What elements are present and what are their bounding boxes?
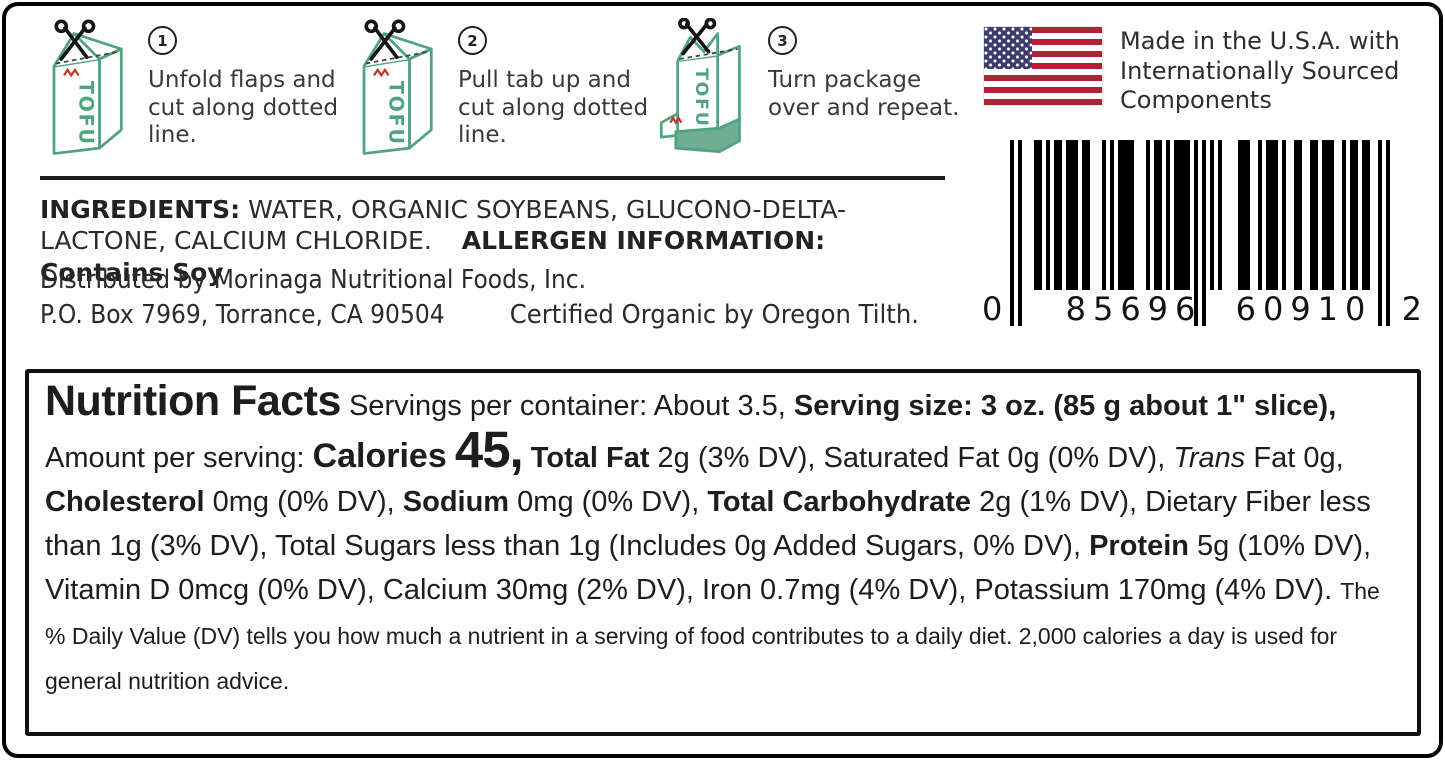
flag-canton (984, 27, 1032, 69)
barcode-digit-right: 2 (1401, 290, 1422, 328)
servings-per-container: Servings per container: About 3.5, (348, 390, 786, 422)
origin-note: Made in the U.S.A. with Internationally … (1120, 27, 1400, 115)
nutrition-facts-box: Nutrition Facts Servings per container: … (25, 369, 1421, 736)
total-fat-value: 2g (3% DV), Saturated Fat 0g (0% DV), (657, 442, 1166, 474)
upc-barcode: 0 85696 60910 2 (982, 140, 1422, 335)
trans-fat-word: Trans (1173, 442, 1246, 474)
daily-value-note: The % Daily Value (DV) tells you how muc… (45, 578, 1380, 694)
step-number-badge: 2 (458, 26, 487, 55)
step-number-badge: 1 (148, 26, 177, 55)
origin-section: Made in the U.S.A. with Internationally … (983, 26, 1420, 116)
protein-value: 5g (10% DV), Vitamin D 0mcg (0% DV), Cal… (45, 530, 1372, 606)
calories-value: 45, (454, 421, 524, 478)
protein-label: Protein (1089, 530, 1189, 562)
amount-per-serving-label: Amount per serving: (45, 442, 305, 474)
instructions-divider-line (40, 176, 945, 180)
svg-text:TOFU: TOFU (384, 81, 407, 146)
cholesterol-value: 0mg (0% DV), (212, 486, 395, 518)
nutrition-facts-title: Nutrition Facts (45, 377, 341, 425)
total-carbohydrate-label: Total Carbohydrate (707, 486, 972, 518)
allergen-info: ALLERGEN INFORMATION: Contains Soy (40, 226, 826, 287)
barcode-digits-group1: 85696 (1065, 290, 1203, 328)
nutrition-facts-paragraph: Nutrition Facts Servings per container: … (45, 379, 1401, 703)
tofu-carton-scissors-icon: TOFU (34, 18, 134, 160)
organic-certification: Certified Organic by Oregon Tilth. (509, 299, 919, 330)
serving-size: Serving size: 3 oz. (85 g about 1" slice… (793, 390, 1337, 422)
ingredients-list: WATER, ORGANIC SOYBEANS, GLUCONO-DELTA-L… (40, 195, 846, 256)
step-text: Turn package over and repeat. (768, 67, 960, 121)
step-text: Unfold flaps and cut along dotted line. (148, 67, 339, 149)
cholesterol-label: Cholesterol (45, 486, 205, 518)
instruction-step-2: TOFU 2 Pull tab up and cut along dotted … (344, 18, 654, 168)
svg-text:TOFU: TOFU (691, 68, 711, 128)
distributor-address: P.O. Box 7969, Torrance, CA 90504 (40, 299, 445, 330)
usa-flag-icon (983, 26, 1103, 106)
sodium-value: 0mg (0% DV), (517, 486, 700, 518)
total-fat-label: Total Fat (530, 442, 650, 474)
ingredients-paragraph: INGREDIENTS: WATER, ORGANIC SOYBEANS, GL… (40, 194, 955, 288)
distributor-section: Distributed by Morinaga Nutritional Food… (40, 263, 919, 332)
svg-text:TOFU: TOFU (74, 81, 97, 146)
barcode-bars (1010, 140, 1390, 328)
step-text: Pull tab up and cut along dotted line. (458, 67, 649, 149)
calories-label: Calories (312, 437, 447, 475)
opening-instructions: TOFU 1 Unfold flaps and cut along dotted… (34, 18, 964, 168)
total-carbohydrate-value: 2g (1% DV), Dietary Fiber less than 1g (… (45, 486, 1371, 562)
instruction-step-3: TOFU 3 Turn package over and repeat. (654, 18, 964, 168)
instruction-step-1: TOFU 1 Unfold flaps and cut along dotted… (34, 18, 344, 168)
barcode-digit-left: 0 (982, 290, 1003, 328)
ingredients-label: INGREDIENTS: (40, 195, 241, 224)
sodium-label: Sodium (402, 486, 510, 518)
distributor-line: Distributed by Morinaga Nutritional Food… (40, 265, 587, 295)
trans-fat-value: Fat 0g, (1253, 442, 1344, 474)
tofu-carton-opened-icon: TOFU (654, 18, 754, 160)
step-number-badge: 3 (768, 26, 797, 55)
barcode-digits-group2: 60910 (1235, 290, 1373, 328)
tofu-carton-scissors-icon: TOFU (344, 18, 444, 160)
